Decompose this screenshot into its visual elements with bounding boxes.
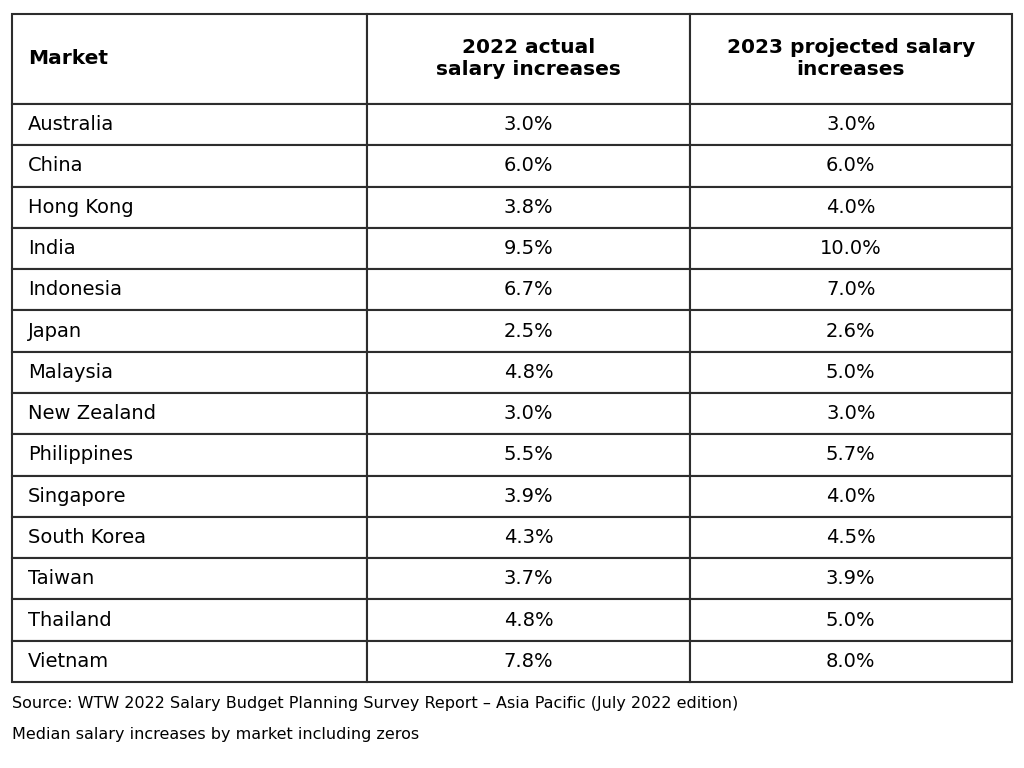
- Bar: [690, 352, 1012, 393]
- Bar: [367, 517, 690, 558]
- Bar: [367, 228, 690, 269]
- Bar: [690, 187, 1012, 228]
- Text: 2023 projected salary
increases: 2023 projected salary increases: [727, 38, 975, 79]
- Bar: [12, 145, 367, 187]
- Text: Malaysia: Malaysia: [28, 362, 113, 382]
- Text: 5.0%: 5.0%: [826, 611, 876, 630]
- Bar: [12, 14, 367, 104]
- Text: Source: WTW 2022 Salary Budget Planning Survey Report – Asia Pacific (July 2022 : Source: WTW 2022 Salary Budget Planning …: [12, 696, 738, 711]
- Bar: [367, 269, 690, 310]
- Text: Hong Kong: Hong Kong: [28, 197, 133, 217]
- Bar: [12, 475, 367, 517]
- Text: 7.0%: 7.0%: [826, 280, 876, 300]
- Bar: [367, 641, 690, 682]
- Bar: [690, 434, 1012, 475]
- Text: Indonesia: Indonesia: [28, 280, 122, 300]
- Text: 4.0%: 4.0%: [826, 487, 876, 505]
- Bar: [367, 145, 690, 187]
- Text: Australia: Australia: [28, 115, 114, 134]
- Bar: [12, 187, 367, 228]
- Text: Singapore: Singapore: [28, 487, 126, 505]
- Bar: [367, 14, 690, 104]
- Bar: [12, 310, 367, 352]
- Text: 4.3%: 4.3%: [504, 528, 553, 547]
- Bar: [690, 517, 1012, 558]
- Text: 4.5%: 4.5%: [826, 528, 876, 547]
- Bar: [690, 269, 1012, 310]
- Bar: [367, 187, 690, 228]
- Text: Japan: Japan: [28, 322, 82, 340]
- Bar: [690, 14, 1012, 104]
- Text: 10.0%: 10.0%: [820, 239, 882, 258]
- Text: 4.8%: 4.8%: [504, 362, 553, 382]
- Bar: [690, 393, 1012, 434]
- Bar: [367, 352, 690, 393]
- Bar: [690, 145, 1012, 187]
- Text: 9.5%: 9.5%: [504, 239, 553, 258]
- Bar: [12, 352, 367, 393]
- Text: 6.7%: 6.7%: [504, 280, 553, 300]
- Bar: [690, 558, 1012, 599]
- Text: 3.8%: 3.8%: [504, 197, 553, 217]
- Bar: [367, 475, 690, 517]
- Bar: [12, 269, 367, 310]
- Text: 4.8%: 4.8%: [504, 611, 553, 630]
- Bar: [12, 558, 367, 599]
- Bar: [12, 104, 367, 145]
- Bar: [690, 104, 1012, 145]
- Text: South Korea: South Korea: [28, 528, 145, 547]
- Bar: [690, 599, 1012, 641]
- Bar: [690, 475, 1012, 517]
- Text: 3.7%: 3.7%: [504, 569, 553, 588]
- Text: 3.0%: 3.0%: [504, 115, 553, 134]
- Text: 8.0%: 8.0%: [826, 652, 876, 670]
- Text: 5.7%: 5.7%: [826, 445, 876, 465]
- Bar: [367, 310, 690, 352]
- Text: China: China: [28, 157, 83, 175]
- Text: 3.9%: 3.9%: [826, 569, 876, 588]
- Bar: [12, 599, 367, 641]
- Text: Vietnam: Vietnam: [28, 652, 109, 670]
- Text: New Zealand: New Zealand: [28, 404, 156, 423]
- Text: India: India: [28, 239, 76, 258]
- Text: 5.5%: 5.5%: [504, 445, 553, 465]
- Bar: [12, 641, 367, 682]
- Bar: [367, 434, 690, 475]
- Bar: [690, 228, 1012, 269]
- Text: 2022 actual
salary increases: 2022 actual salary increases: [436, 38, 621, 79]
- Bar: [12, 517, 367, 558]
- Text: Median salary increases by market including zeros: Median salary increases by market includ…: [12, 727, 420, 742]
- Text: 3.0%: 3.0%: [826, 404, 876, 423]
- Bar: [690, 310, 1012, 352]
- Text: 7.8%: 7.8%: [504, 652, 553, 670]
- Text: Philippines: Philippines: [28, 445, 133, 465]
- Text: 4.0%: 4.0%: [826, 197, 876, 217]
- Bar: [12, 228, 367, 269]
- Text: 6.0%: 6.0%: [504, 157, 553, 175]
- Bar: [12, 434, 367, 475]
- Bar: [12, 393, 367, 434]
- Text: Thailand: Thailand: [28, 611, 112, 630]
- Text: 3.9%: 3.9%: [504, 487, 553, 505]
- Bar: [367, 558, 690, 599]
- Text: 3.0%: 3.0%: [504, 404, 553, 423]
- Bar: [690, 641, 1012, 682]
- Bar: [367, 393, 690, 434]
- Text: 3.0%: 3.0%: [826, 115, 876, 134]
- Text: 6.0%: 6.0%: [826, 157, 876, 175]
- Text: 2.5%: 2.5%: [504, 322, 553, 340]
- Bar: [367, 104, 690, 145]
- Text: Taiwan: Taiwan: [28, 569, 94, 588]
- Text: 5.0%: 5.0%: [826, 362, 876, 382]
- Bar: [367, 599, 690, 641]
- Text: Market: Market: [28, 49, 108, 68]
- Text: 2.6%: 2.6%: [826, 322, 876, 340]
